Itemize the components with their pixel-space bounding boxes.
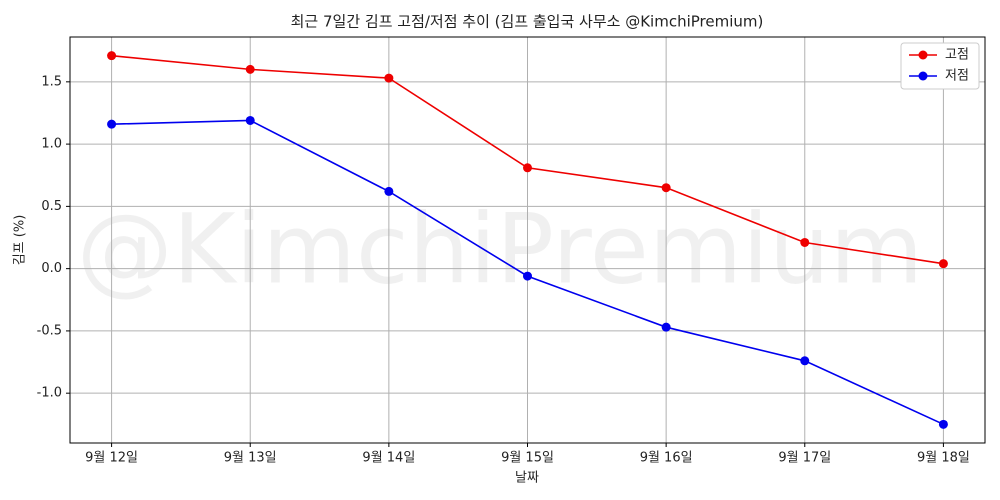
y-tick-label: -1.0: [37, 386, 62, 401]
chart-title: 최근 7일간 김프 고점/저점 추이 (김프 출입국 사무소 @KimchiPr…: [291, 13, 764, 31]
point: [800, 356, 810, 366]
point: [938, 259, 948, 269]
x-tick-label: 9월 17일: [778, 451, 831, 466]
x-tick-label: 9월 12일: [85, 451, 138, 466]
y-axis-label: 김프 (%): [13, 215, 28, 266]
point: [107, 51, 117, 61]
point: [800, 237, 810, 247]
legend-label: 고점: [945, 48, 969, 63]
y-tick-label: 0.0: [41, 261, 62, 276]
y-tick-label: -0.5: [37, 323, 62, 338]
point: [384, 73, 394, 83]
x-axis-label: 날짜: [515, 471, 539, 486]
point: [107, 119, 117, 129]
x-tick-label: 9월 16일: [640, 451, 693, 466]
x-tick-label: 9월 14일: [362, 451, 415, 466]
point: [661, 322, 671, 332]
plot-frame: [69, 36, 986, 444]
point: [245, 64, 255, 74]
point: [384, 186, 394, 196]
legend-swatch: [918, 71, 928, 81]
watermark: @KimchiPremium: [77, 193, 924, 305]
point: [245, 115, 255, 125]
point: [938, 419, 948, 429]
x-tick-label: 9월 13일: [224, 451, 277, 466]
legend-swatch: [918, 50, 928, 60]
x-tick-label: 9월 15일: [501, 451, 554, 466]
y-tick-label: 1.0: [41, 137, 62, 152]
point: [523, 163, 532, 173]
y-tick-label: 0.5: [41, 199, 62, 214]
legend-label: 저점: [945, 69, 969, 84]
x-tick-label: 9월 18일: [917, 451, 970, 466]
y-tick-label: 1.5: [41, 74, 62, 89]
point: [661, 183, 671, 193]
point: [523, 271, 532, 281]
